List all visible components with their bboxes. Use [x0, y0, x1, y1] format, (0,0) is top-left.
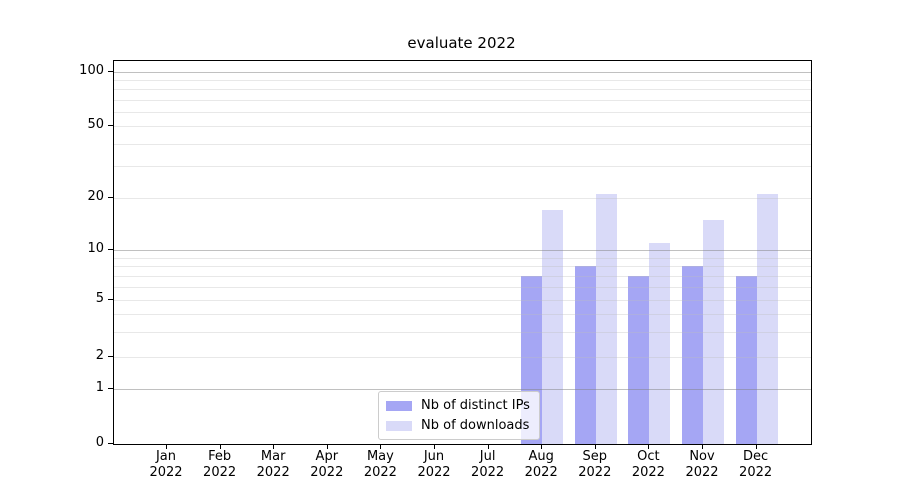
x-tick-mark — [219, 444, 221, 449]
bar-downloads-aug — [542, 210, 564, 444]
minor-gridline — [114, 144, 811, 145]
legend: Nb of distinct IPs Nb of downloads — [378, 391, 540, 440]
y-tick-mark — [108, 443, 113, 444]
legend-label-distinct-ips: Nb of distinct IPs — [421, 398, 530, 413]
x-tick-label: Nov 2022 — [685, 449, 719, 480]
bar-distinct-ips-nov — [682, 266, 703, 444]
bar-downloads-oct — [649, 242, 671, 444]
minor-gridline — [114, 198, 811, 199]
y-tick-label: 20 — [87, 189, 104, 204]
legend-row: Nb of downloads — [386, 417, 530, 434]
y-tick-label: 10 — [87, 241, 104, 256]
plot-area — [113, 60, 812, 445]
x-tick-mark — [380, 444, 382, 449]
y-tick-label: 100 — [79, 63, 104, 78]
y-tick-mark — [108, 388, 113, 389]
minor-gridline — [114, 100, 811, 101]
x-tick-label: Apr 2022 — [310, 449, 344, 480]
x-tick-label: Mar 2022 — [256, 449, 290, 480]
x-tick-label: Jul 2022 — [471, 449, 505, 480]
y-tick-mark — [108, 197, 113, 198]
minor-gridline — [114, 126, 811, 127]
y-tick-label: 0 — [95, 435, 104, 450]
y-tick-label: 2 — [95, 348, 104, 363]
bar-distinct-ips-oct — [628, 275, 650, 444]
minor-gridline — [114, 80, 811, 81]
x-tick-label: Jun 2022 — [417, 449, 451, 480]
x-tick-label: Feb 2022 — [203, 449, 237, 480]
minor-gridline — [114, 166, 811, 167]
y-tick-label: 50 — [87, 117, 104, 132]
chart-title: evaluate 2022 — [407, 34, 516, 52]
x-tick-mark — [487, 444, 489, 449]
legend-swatch-downloads — [386, 420, 412, 431]
y-tick-mark — [108, 71, 113, 72]
legend-label-downloads: Nb of downloads — [421, 418, 530, 433]
x-tick-mark — [648, 444, 650, 449]
major-gridline — [114, 72, 811, 73]
x-tick-mark — [273, 444, 275, 449]
x-tick-mark — [434, 444, 435, 449]
bar-distinct-ips-sep — [574, 266, 596, 444]
x-tick-label: Sep 2022 — [578, 449, 612, 480]
legend-swatch-distinct-ips — [386, 400, 412, 411]
x-tick-label: Jan 2022 — [149, 449, 183, 480]
x-tick-label: Aug 2022 — [524, 449, 558, 480]
y-tick-mark — [108, 125, 113, 126]
x-tick-label: Oct 2022 — [631, 449, 665, 480]
bar-downloads-dec — [756, 194, 778, 444]
minor-gridline — [114, 89, 811, 90]
minor-gridline — [114, 112, 811, 113]
legend-row: Nb of distinct IPs — [386, 397, 530, 414]
x-tick-label: Dec 2022 — [739, 449, 773, 480]
x-tick-mark — [702, 444, 703, 449]
x-tick-mark — [594, 444, 596, 449]
bar-downloads-sep — [595, 194, 617, 444]
y-tick-mark — [108, 356, 113, 357]
x-tick-mark — [326, 444, 328, 449]
x-tick-mark — [541, 444, 543, 449]
y-tick-label: 1 — [95, 380, 104, 395]
x-tick-label: May 2022 — [363, 449, 397, 480]
y-tick-mark — [108, 299, 113, 300]
x-tick-mark — [166, 444, 167, 449]
x-tick-mark — [755, 444, 757, 449]
y-tick-mark — [108, 249, 113, 250]
bar-distinct-ips-dec — [735, 275, 757, 444]
bar-downloads-nov — [703, 219, 724, 444]
y-tick-label: 5 — [95, 291, 104, 306]
